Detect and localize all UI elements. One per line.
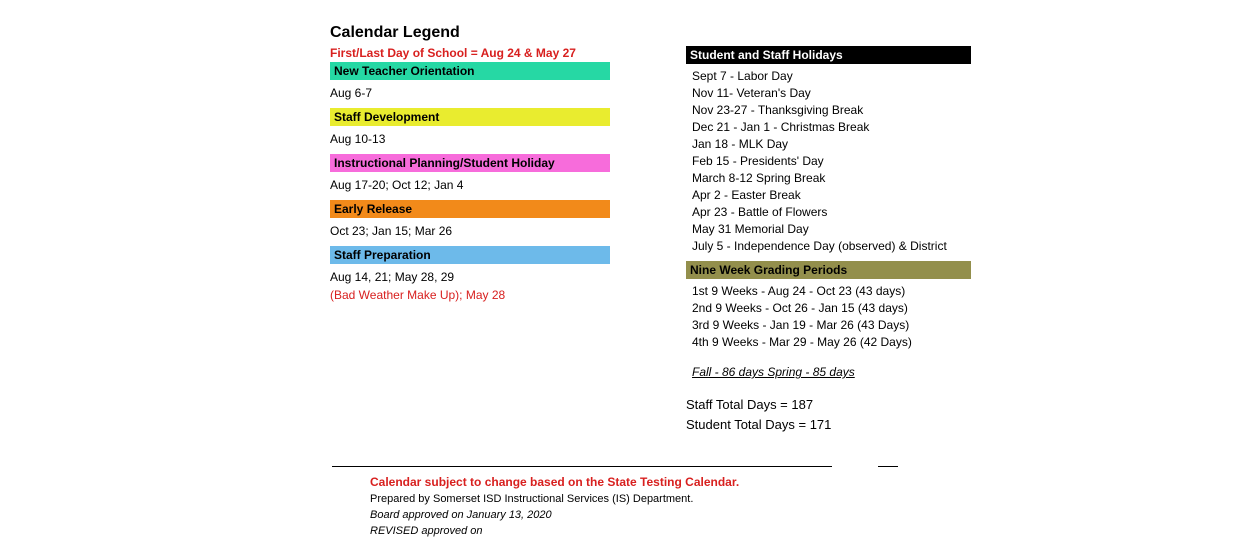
legend-column: Calendar Legend First/Last Day of School… bbox=[330, 24, 610, 308]
band-instr-planning-dates: Aug 17-20; Oct 12; Jan 4 bbox=[330, 172, 610, 198]
calendar-legend-page: Calendar Legend First/Last Day of School… bbox=[0, 0, 1237, 541]
holiday-item: Feb 15 - Presidents' Day bbox=[692, 153, 965, 170]
holiday-item: Apr 23 - Battle of Flowers bbox=[692, 204, 965, 221]
footer: Calendar subject to change based on the … bbox=[370, 475, 890, 537]
student-total: Student Total Days = 171 bbox=[686, 415, 971, 435]
band-staff-prep-dates: Aug 14, 21; May 28, 29 bbox=[330, 264, 610, 286]
band-instr-planning: Instructional Planning/Student Holiday bbox=[330, 154, 610, 172]
footer-revised: REVISED approved on bbox=[370, 525, 890, 537]
grading-list: 1st 9 Weeks - Aug 24 - Oct 23 (43 days) … bbox=[686, 279, 971, 357]
footer-rule-right bbox=[878, 466, 898, 467]
band-new-teacher: New Teacher Orientation bbox=[330, 62, 610, 80]
holiday-item: Dec 21 - Jan 1 - Christmas Break bbox=[692, 119, 965, 136]
footer-approved: Board approved on January 13, 2020 bbox=[370, 509, 890, 521]
footer-prepared: Prepared by Somerset ISD Instructional S… bbox=[370, 493, 890, 505]
holiday-item: March 8-12 Spring Break bbox=[692, 170, 965, 187]
grading-item: 2nd 9 Weeks - Oct 26 - Jan 15 (43 days) bbox=[692, 300, 965, 317]
holiday-item: Apr 2 - Easter Break bbox=[692, 187, 965, 204]
footer-warning: Calendar subject to change based on the … bbox=[370, 475, 890, 489]
day-totals: Staff Total Days = 187 Student Total Day… bbox=[686, 395, 971, 435]
legend-title: Calendar Legend bbox=[330, 24, 610, 42]
holidays-header: Student and Staff Holidays bbox=[686, 46, 971, 64]
holiday-item: Jan 18 - MLK Day bbox=[692, 136, 965, 153]
band-staff-dev-dates: Aug 10-13 bbox=[330, 126, 610, 152]
holiday-item: Nov 11- Veteran's Day bbox=[692, 85, 965, 102]
band-new-teacher-dates: Aug 6-7 bbox=[330, 80, 610, 106]
holiday-item: May 31 Memorial Day bbox=[692, 221, 965, 238]
grading-item: 3rd 9 Weeks - Jan 19 - Mar 26 (43 Days) bbox=[692, 317, 965, 334]
holidays-list: Sept 7 - Labor Day Nov 11- Veteran's Day… bbox=[686, 64, 971, 261]
grading-item: 1st 9 Weeks - Aug 24 - Oct 23 (43 days) bbox=[692, 283, 965, 300]
band-staff-prep: Staff Preparation bbox=[330, 246, 610, 264]
right-column: Student and Staff Holidays Sept 7 - Labo… bbox=[686, 46, 971, 435]
staff-total: Staff Total Days = 187 bbox=[686, 395, 971, 415]
holiday-item: Nov 23-27 - Thanksgiving Break bbox=[692, 102, 965, 119]
band-early-release: Early Release bbox=[330, 200, 610, 218]
grading-item: 4th 9 Weeks - Mar 29 - May 26 (42 Days) bbox=[692, 334, 965, 351]
semester-summary: Fall - 86 days Spring - 85 days bbox=[692, 365, 971, 379]
first-last-day: First/Last Day of School = Aug 24 & May … bbox=[330, 46, 610, 60]
holiday-item: Sept 7 - Labor Day bbox=[692, 68, 965, 85]
grading-header: Nine Week Grading Periods bbox=[686, 261, 971, 279]
band-staff-dev: Staff Development bbox=[330, 108, 610, 126]
band-early-release-dates: Oct 23; Jan 15; Mar 26 bbox=[330, 218, 610, 244]
footer-rule bbox=[332, 466, 832, 467]
bad-weather-makeup: (Bad Weather Make Up); May 28 bbox=[330, 286, 610, 308]
holiday-item: July 5 - Independence Day (observed) & D… bbox=[692, 238, 965, 255]
